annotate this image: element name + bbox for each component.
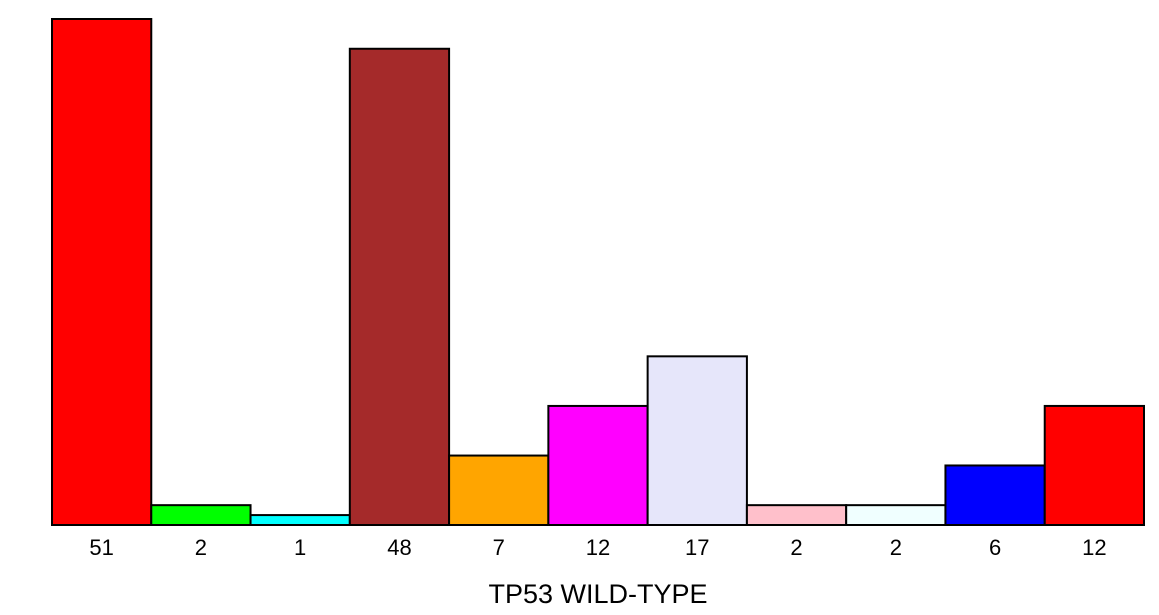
bar-11 (1043, 404, 1145, 526)
bars-group (51, 18, 1145, 527)
x-tick-label-7: 17 (685, 535, 709, 560)
bar-9 (845, 504, 947, 527)
bar-6 (547, 404, 649, 526)
x-tick-label-11: 12 (1082, 535, 1106, 560)
bar-7 (646, 355, 748, 526)
x-tick-label-2: 2 (195, 535, 207, 560)
bar-3 (249, 514, 351, 527)
x-tick-label-4: 48 (387, 535, 411, 560)
tick-labels-group: 51 2 1 48 7 12 17 2 2 6 12 (89, 535, 1106, 560)
x-tick-label-5: 7 (493, 535, 505, 560)
bar-4 (348, 47, 451, 526)
bar-2 (150, 504, 252, 527)
bar-1 (51, 18, 153, 526)
bar-5 (448, 454, 550, 526)
bar-10 (944, 464, 1046, 526)
bar-8 (745, 504, 848, 527)
x-axis-title: TP53 WILD-TYPE (488, 579, 707, 609)
x-tick-label-9: 2 (890, 535, 902, 560)
x-tick-label-10: 6 (989, 535, 1001, 560)
x-tick-label-6: 12 (586, 535, 610, 560)
x-tick-label-3: 1 (294, 535, 306, 560)
x-tick-label-8: 2 (790, 535, 802, 560)
x-tick-label-1: 51 (89, 535, 113, 560)
